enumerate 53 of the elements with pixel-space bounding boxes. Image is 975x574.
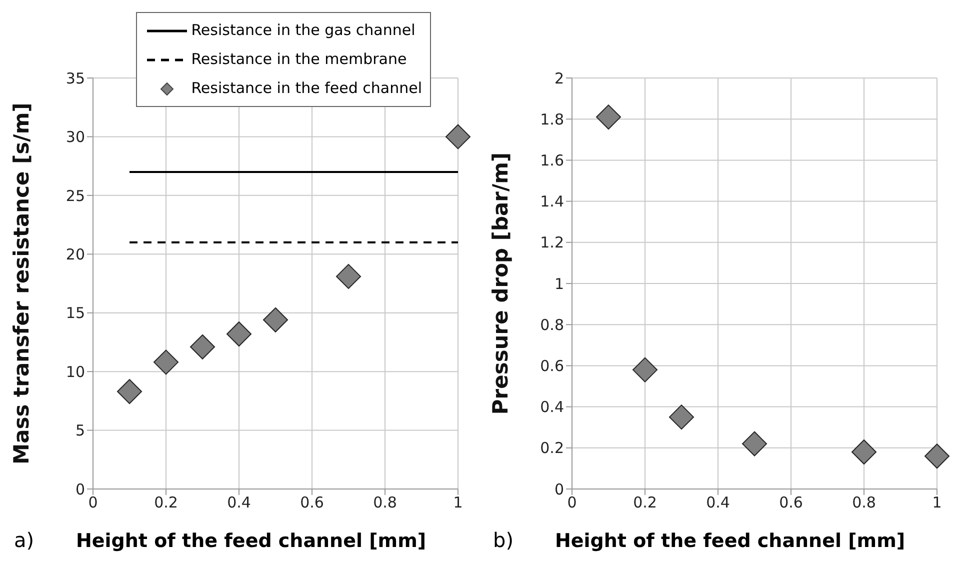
point: [117, 379, 142, 404]
x-tick-label: 0.4: [706, 494, 730, 512]
y-tick-label: 1.4: [540, 192, 564, 211]
point: [154, 350, 178, 375]
x-tick-label: 0.8: [373, 494, 397, 512]
x-axis-title: Height of the feed channel [mm]: [555, 530, 906, 552]
point: [446, 124, 470, 150]
x-tick-label: 1: [932, 494, 942, 512]
y-tick-label: 25: [66, 186, 85, 205]
point: [263, 307, 288, 332]
y-tick-label: 30: [66, 128, 85, 146]
y-tick-label: 10: [66, 362, 85, 381]
point: [742, 431, 767, 456]
x-axis-title: Height of the feed channel [mm]: [76, 530, 426, 552]
point: [596, 104, 621, 130]
text: a): [14, 528, 34, 552]
y-tick-label: 0: [554, 480, 564, 498]
y-tick-label: 0.2: [540, 439, 564, 458]
point: [924, 444, 950, 469]
x-tick-label: 0.2: [633, 494, 657, 512]
legend-label: Resistance in the gas channel: [191, 20, 416, 41]
y-tick-label: 0.6: [540, 357, 564, 376]
y-axis-title: Mass transfer resistance [s/m]: [9, 102, 34, 464]
x-tick-label: 0: [88, 494, 98, 512]
point: [336, 264, 361, 289]
point: [669, 404, 694, 430]
x-tick-label: 1: [453, 494, 463, 512]
y-tick-label: 15: [66, 304, 85, 322]
legend-label: Resistance in the feed channel: [191, 78, 422, 99]
x-tick-label: 0.6: [300, 494, 324, 512]
x-tick-label: 0.8: [852, 494, 876, 512]
point: [632, 357, 658, 382]
point: [226, 321, 252, 346]
y-tick-label: 1.2: [540, 234, 564, 252]
y-tick-label: 0.4: [540, 398, 564, 416]
x-tick-label: 0.6: [779, 494, 803, 512]
y-tick-label: 0: [75, 480, 85, 498]
x-tick-label: 0.2: [154, 494, 178, 512]
x-tick-label: 0: [567, 494, 577, 512]
text: b): [493, 528, 514, 552]
y-tick-label: 1.6: [540, 152, 564, 170]
point: [852, 440, 876, 465]
y-tick-label: 2: [554, 69, 564, 88]
y-tick-label: 20: [66, 245, 85, 264]
y-tick-label: 1.8: [540, 110, 564, 128]
y-tick-label: 35: [66, 69, 85, 88]
point: [190, 334, 215, 360]
y-tick-label: 5: [75, 422, 85, 440]
legend-label: Resistance in the membrane: [191, 49, 407, 70]
y-axis-title: Pressure drop [bar/m]: [488, 152, 512, 415]
y-tick-label: 1: [554, 274, 564, 293]
y-tick-label: 0.8: [540, 316, 564, 334]
x-tick-label: 0.4: [227, 494, 251, 512]
